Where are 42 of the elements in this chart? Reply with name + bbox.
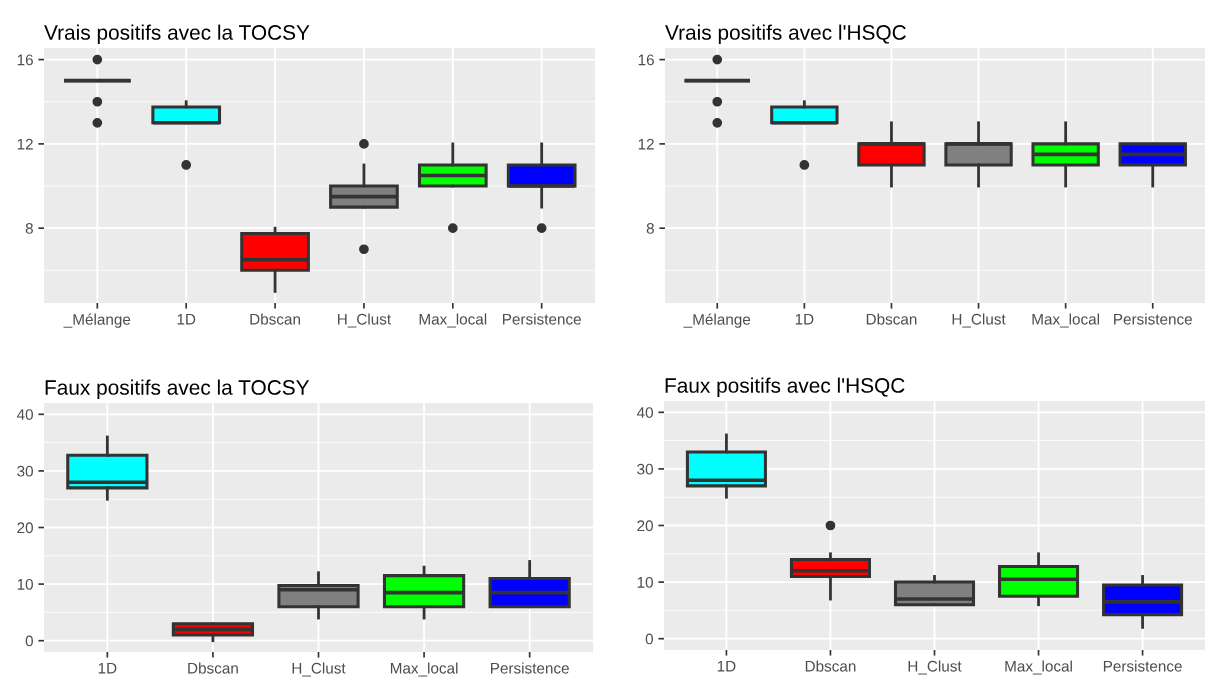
y-tick-label: 16 — [638, 54, 654, 66]
y-tick-label: 20 — [637, 520, 653, 532]
y-tick-label: 30 — [637, 463, 653, 475]
y-tick-label: 30 — [17, 465, 33, 477]
chart-title: Faux positifs avec l'HSQC — [665, 377, 905, 397]
x-tick-label: H_Clust — [292, 662, 346, 677]
x-tick-label: 1D — [717, 660, 736, 672]
y-tick-label: 8 — [25, 223, 33, 234]
y-tick-label: 20 — [17, 522, 33, 534]
x-tick-label: 1D — [98, 662, 117, 674]
x-tick-label: 1D — [795, 313, 814, 325]
x-tick-label: Persistence — [503, 313, 581, 325]
x-tick-label: Dbscan — [250, 313, 300, 325]
x-tick-label: Persistence — [1114, 313, 1192, 325]
x-tick-label: Persistence — [1103, 660, 1182, 672]
y-tick-label: 40 — [636, 407, 653, 418]
y-tick-label: 10 — [637, 576, 653, 588]
y-tick-label: 10 — [17, 578, 33, 590]
x-tick-label: Max_local — [390, 662, 458, 677]
y-tick-label: 40 — [16, 409, 33, 420]
chart-title: Vrais positifs avec la TOCSY — [44, 24, 310, 44]
x-tick-label: H_Clust — [338, 313, 391, 328]
y-tick-label: 0 — [645, 633, 653, 645]
y-tick-label: 12 — [638, 138, 654, 150]
x-tick-label: Dbscan — [866, 313, 917, 325]
y-tick-label: 8 — [646, 223, 654, 234]
x-tick-label: Max_local — [1032, 313, 1100, 328]
y-tick-label: 0 — [25, 635, 33, 647]
x-tick-label: H_Clust — [952, 313, 1006, 328]
chart-title: Faux positifs avec la TOCSY — [45, 379, 310, 399]
x-tick-label: _Mélange — [63, 313, 131, 328]
y-tick-label: 12 — [17, 138, 33, 150]
x-tick-label: Max_local — [419, 313, 487, 328]
x-tick-label: Persistence — [491, 662, 569, 674]
y-tick-label: 16 — [17, 54, 33, 66]
x-tick-label: Max_local — [1005, 660, 1072, 675]
x-tick-label: 1D — [177, 313, 196, 325]
chart-title: Vrais positifs avec l'HSQC — [665, 24, 906, 44]
x-tick-label: Dbscan — [188, 662, 238, 674]
x-tick-label: _Mélange — [683, 313, 751, 328]
x-tick-label: H_Clust — [908, 660, 962, 675]
x-tick-label: Dbscan — [805, 660, 856, 672]
